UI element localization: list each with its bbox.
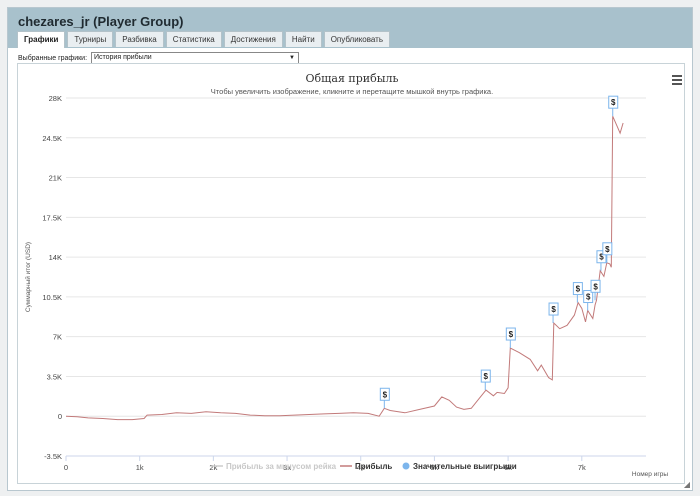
- chart-menu-icon-bar: [672, 83, 682, 85]
- tab-6[interactable]: Опубликовать: [323, 31, 390, 47]
- legend-symbol-big-wins: [402, 462, 410, 470]
- chart-menu-icon-bar: [672, 79, 682, 81]
- legend-label-net-profit: Прибыль за минусом рейка: [226, 462, 337, 471]
- y-tick-label: 14K: [49, 253, 62, 262]
- player-group-window: chezares_jr (Player Group) Графики Турнир…: [7, 7, 693, 491]
- x-axis-label: Номер игры: [632, 471, 668, 478]
- big-win-flag: [505, 327, 516, 341]
- y-axis-label: Суммарный итог (USD): [24, 242, 32, 312]
- big-win-flag-label: $: [551, 305, 556, 314]
- profit-line: [65, 115, 624, 421]
- chevron-down-icon: ▼: [289, 55, 295, 61]
- tab-3[interactable]: Статистика: [165, 31, 222, 47]
- x-tick-label: 2k: [209, 463, 217, 472]
- profit-chart-svg[interactable]: Общая прибыль Чтобы увеличить изображение…: [18, 64, 686, 485]
- tab-5[interactable]: Найти: [284, 31, 322, 47]
- y-tick-label: 7K: [53, 333, 62, 342]
- y-tick-label: 0: [58, 412, 62, 421]
- tab-1[interactable]: Турниры: [67, 31, 114, 47]
- y-tick-label: 17.5K: [42, 213, 62, 222]
- big-win-flag-label: $: [593, 282, 598, 291]
- x-tick-label: 3k: [283, 463, 291, 472]
- big-win-flag: [572, 282, 583, 296]
- big-win-flag-label: $: [383, 390, 388, 399]
- big-win-flag-label: $: [599, 253, 604, 262]
- big-win-flag-label: $: [586, 293, 591, 302]
- y-tick-label: 24.5K: [42, 134, 62, 143]
- big-win-flag-label: $: [484, 372, 489, 381]
- big-win-flag: [596, 250, 607, 264]
- big-win-flag: [379, 387, 390, 401]
- big-win-flag-label: $: [576, 285, 581, 294]
- resize-handle-icon[interactable]: ◢: [683, 480, 690, 489]
- tab-bar: Графики Турниры Разбивка Статистика Достижен…: [17, 31, 392, 48]
- big-win-flag: [583, 290, 594, 304]
- big-win-flag-label: $: [509, 330, 514, 339]
- y-tick-label: 21K: [49, 174, 62, 183]
- big-win-flag-label: $: [605, 245, 610, 254]
- x-tick-label: 0: [64, 463, 68, 472]
- legend-label-profit: Прибыль: [355, 462, 392, 471]
- chart-menu-icon-bar: [672, 75, 682, 77]
- big-win-flag: [590, 279, 601, 293]
- tab-4[interactable]: Достижения: [223, 31, 283, 47]
- y-tick-label: 10.5K: [42, 293, 62, 302]
- x-tick-label: 1k: [136, 463, 144, 472]
- y-tick-label: -3.5K: [44, 452, 62, 461]
- chart-selector: Выбранные графики: История прибыли ▼: [18, 52, 299, 64]
- big-win-flag: [602, 242, 613, 256]
- big-win-flag: [608, 95, 619, 109]
- chart-menu-icon[interactable]: [672, 75, 682, 85]
- y-tick-label: 28K: [49, 94, 62, 103]
- chart-select-value: История прибыли: [93, 54, 152, 61]
- big-win-flag-label: $: [611, 98, 616, 107]
- x-tick-label: 6k: [504, 463, 512, 472]
- chart-title: Общая прибыль: [306, 72, 399, 85]
- tab-2[interactable]: Разбивка: [115, 31, 164, 47]
- tab-0[interactable]: Графики: [17, 31, 66, 48]
- profit-chart[interactable]: Общая прибыль Чтобы увеличить изображение…: [17, 63, 685, 484]
- x-tick-label: 4k: [357, 463, 365, 472]
- x-tick-label: 5k: [430, 463, 438, 472]
- chart-subtitle: Чтобы увеличить изображение, кликните и …: [211, 87, 493, 96]
- x-tick-label: 7k: [578, 463, 586, 472]
- big-win-flag: [548, 302, 559, 316]
- legend-label-big-wins: Значительные выигрыши: [413, 462, 517, 471]
- window-title: chezares_jr (Player Group): [18, 14, 184, 29]
- y-tick-label: 3.5K: [47, 372, 62, 381]
- chart-selector-label: Выбранные графики:: [18, 54, 88, 62]
- big-win-flag: [480, 369, 491, 383]
